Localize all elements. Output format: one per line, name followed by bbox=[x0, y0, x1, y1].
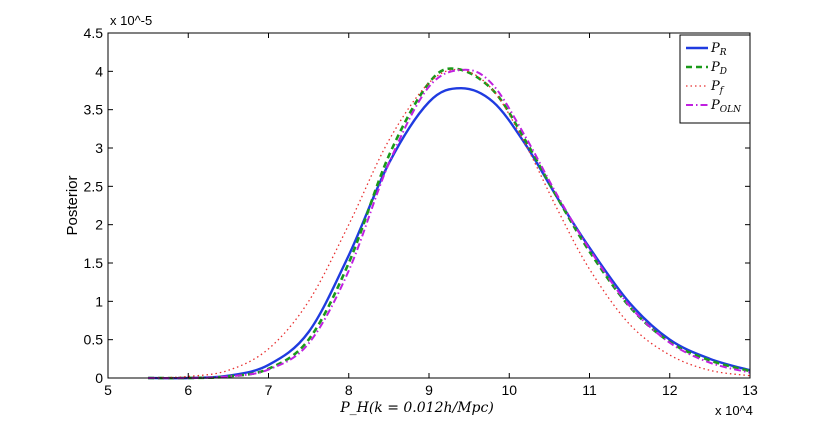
tick-labels: 5 6 7 8 9 10 11 12 13 0 0.5 1 1.5 2 2.5 3 3.5 4 4.5 bbox=[84, 25, 758, 398]
x-tick-label: 13 bbox=[742, 382, 758, 398]
legend-box bbox=[679, 34, 751, 124]
y-multiplier: x 10^-5 bbox=[110, 13, 152, 28]
legend-label: PD bbox=[710, 60, 727, 77]
x-tick-label: 9 bbox=[425, 382, 433, 398]
series-lines bbox=[148, 67, 751, 380]
legend: PR PD Pf POLN bbox=[679, 34, 751, 124]
x-tick-label: 8 bbox=[345, 382, 353, 398]
y-tick-label: 2.5 bbox=[84, 178, 104, 194]
x-tick-label: 10 bbox=[501, 382, 517, 398]
y-tick-label: 3 bbox=[95, 140, 103, 156]
legend-label: Pf bbox=[710, 79, 725, 96]
x-tick-label: 11 bbox=[582, 382, 597, 398]
x-multiplier: x 10^4 bbox=[715, 403, 753, 418]
series-line-p-r bbox=[148, 87, 751, 380]
legend-label: PR bbox=[710, 41, 727, 58]
x-axis-label: P_H(k = 0.012h/Mpc) bbox=[339, 400, 494, 416]
y-tick-label: 2 bbox=[95, 217, 103, 233]
x-tick-label: 12 bbox=[662, 382, 678, 398]
series-line-p-d bbox=[148, 67, 751, 380]
series-line-p-oln bbox=[148, 68, 751, 380]
y-tick-label: 0.5 bbox=[84, 332, 104, 348]
y-tick-label: 4 bbox=[95, 63, 103, 79]
x-tick-label: 6 bbox=[184, 382, 192, 398]
series-line-p-f bbox=[148, 68, 751, 379]
y-tick-label: 1.5 bbox=[84, 255, 104, 271]
x-tick-label: 7 bbox=[265, 382, 273, 398]
x-tick-label: 5 bbox=[104, 382, 112, 398]
y-tick-label: 1 bbox=[95, 293, 103, 309]
legend-label: POLN bbox=[710, 98, 742, 115]
y-axis-label: Posterior bbox=[64, 175, 81, 235]
y-tick-label: 3.5 bbox=[84, 102, 104, 118]
y-tick-label: 0 bbox=[95, 370, 103, 386]
y-tick-label: 4.5 bbox=[84, 25, 104, 41]
